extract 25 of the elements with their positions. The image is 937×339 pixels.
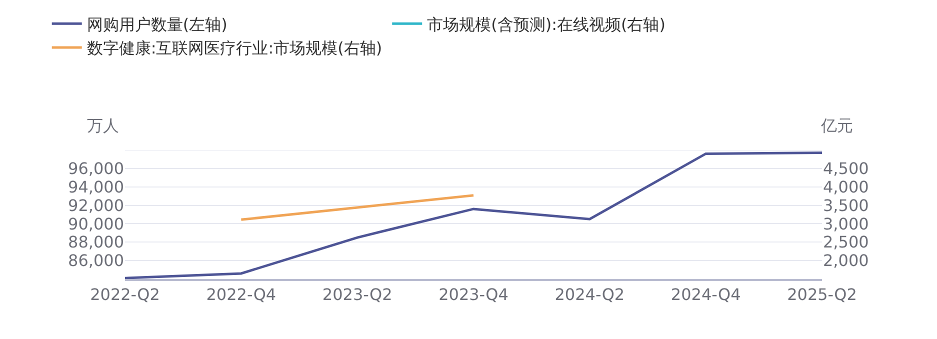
legend-label: 网购用户数量(左轴) <box>86 14 228 34</box>
y-tick-label: 86,000 <box>68 251 124 270</box>
y2-tick-label: 2,000 <box>823 251 869 270</box>
line-series <box>125 152 822 279</box>
y2-tick-label: 4,500 <box>823 159 869 178</box>
x-tick-label: 2023-Q2 <box>322 284 392 304</box>
y2-axis-title: 亿元 <box>820 116 853 135</box>
x-tick-label: 2024-Q2 <box>554 284 625 304</box>
y-tick-label: 96,000 <box>68 159 124 178</box>
x-tick-label: 2022-Q4 <box>206 284 276 304</box>
y-axis-title: 万人 <box>87 116 119 135</box>
y-tick-label: 90,000 <box>68 214 124 234</box>
y-tick-label: 92,000 <box>68 196 124 215</box>
y2-tick-label: 3,000 <box>823 214 869 234</box>
x-tick-label: 2022-Q2 <box>90 284 160 304</box>
legend-label: 市场规模(含预测):在线视频(右轴) <box>427 14 666 34</box>
legend-label: 数字健康:互联网医疗行业:市场规模(右轴) <box>86 38 382 58</box>
x-tick-label: 2023-Q4 <box>438 284 508 304</box>
x-tick-label: 2024-Q4 <box>670 284 741 304</box>
y-tick-label: 88,000 <box>68 232 124 252</box>
y2-tick-label: 4,000 <box>823 177 869 196</box>
y-tick-label: 94,000 <box>68 177 124 196</box>
y2-tick-label: 2,500 <box>823 232 869 252</box>
y2-tick-label: 3,500 <box>823 196 869 215</box>
x-tick-label: 2025-Q2 <box>787 284 857 304</box>
